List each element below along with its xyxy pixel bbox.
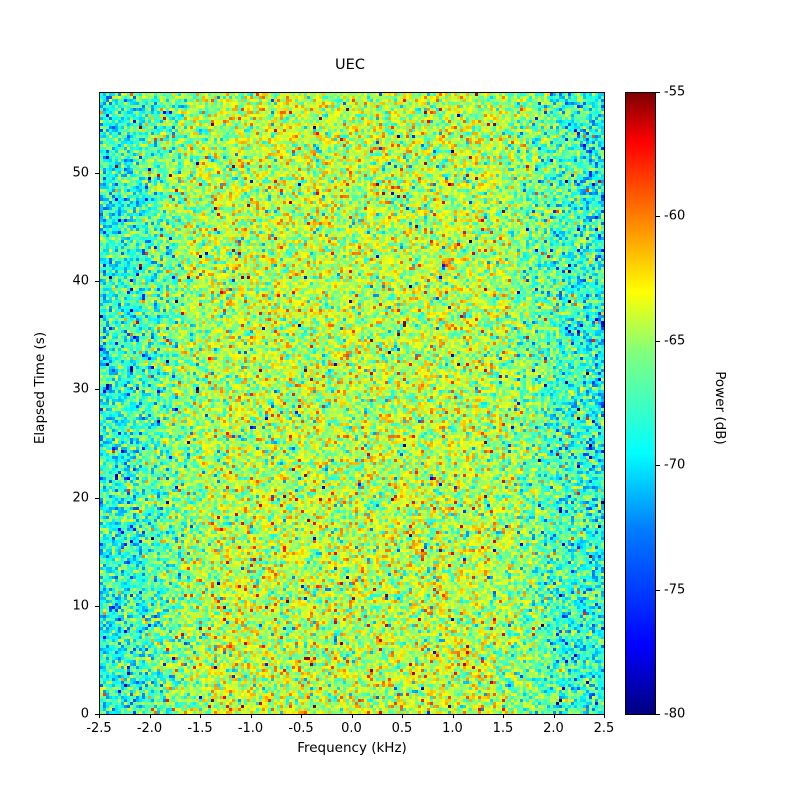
colorbar-gradient xyxy=(626,93,655,714)
x-tick-label: -1.0 xyxy=(237,721,264,736)
colorbar-tick-mark xyxy=(656,92,660,93)
x-tick-mark xyxy=(402,714,403,718)
x-tick-mark xyxy=(200,714,201,718)
colorbar-tick-mark xyxy=(656,340,660,342)
spectrogram-image xyxy=(100,93,604,714)
colorbar-tick-label: -65 xyxy=(664,333,686,349)
title-station: UEC xyxy=(335,57,365,73)
x-tick-label: 1.5 xyxy=(492,721,514,736)
colorbar-tick-mark xyxy=(656,589,660,591)
x-tick-mark xyxy=(503,714,504,718)
x-tick-mark xyxy=(149,714,151,718)
colorbar-tick-mark xyxy=(656,216,660,218)
x-tick-mark xyxy=(351,714,353,718)
y-tick-label: 30 xyxy=(72,381,89,397)
y-axis-label: Elapsed Time (s) xyxy=(32,331,48,445)
spectrogram-axes[interactable] xyxy=(99,92,605,715)
y-tick-label: 0 xyxy=(80,706,89,722)
y-tick-mark xyxy=(95,173,99,175)
x-tick-mark xyxy=(553,714,555,718)
colorbar-tick-label: -55 xyxy=(664,84,686,100)
y-tick-label: 50 xyxy=(72,165,89,181)
x-tick-mark xyxy=(99,714,100,718)
x-tick-label: 1.0 xyxy=(442,721,463,736)
x-tick-label: 2.5 xyxy=(593,721,615,736)
x-tick-label: -2.0 xyxy=(136,721,163,736)
colorbar-tick-label: -80 xyxy=(664,706,686,722)
x-tick-label: -0.5 xyxy=(288,721,314,736)
colorbar-tick-label: -75 xyxy=(664,582,686,598)
y-tick-mark xyxy=(95,389,99,391)
x-tick-label: -1.5 xyxy=(187,721,213,736)
x-tick-mark xyxy=(250,714,252,718)
y-tick-label: 40 xyxy=(72,273,89,289)
colorbar-label: Power (dB) xyxy=(712,371,728,445)
y-tick-mark xyxy=(95,714,99,715)
y-tick-mark xyxy=(95,497,99,499)
x-axis-label: Frequency (kHz) xyxy=(297,740,407,756)
y-tick-label: 20 xyxy=(72,490,89,506)
colorbar-tick-label: -70 xyxy=(664,457,686,473)
y-tick-label: 10 xyxy=(72,598,89,614)
colorbar-tick-label: -60 xyxy=(664,208,686,224)
x-tick-label: 2.0 xyxy=(543,721,564,736)
x-tick-label: 0.5 xyxy=(391,721,413,736)
x-tick-mark xyxy=(604,714,605,718)
y-tick-mark xyxy=(95,281,99,283)
x-tick-mark xyxy=(301,714,302,718)
x-tick-mark xyxy=(452,714,454,718)
x-tick-label: -2.5 xyxy=(86,721,112,736)
colorbar-tick-mark xyxy=(656,714,660,715)
y-tick-mark xyxy=(95,605,99,607)
colorbar[interactable] xyxy=(625,92,656,715)
x-tick-label: 0.0 xyxy=(341,721,362,736)
colorbar-tick-mark xyxy=(656,465,660,467)
